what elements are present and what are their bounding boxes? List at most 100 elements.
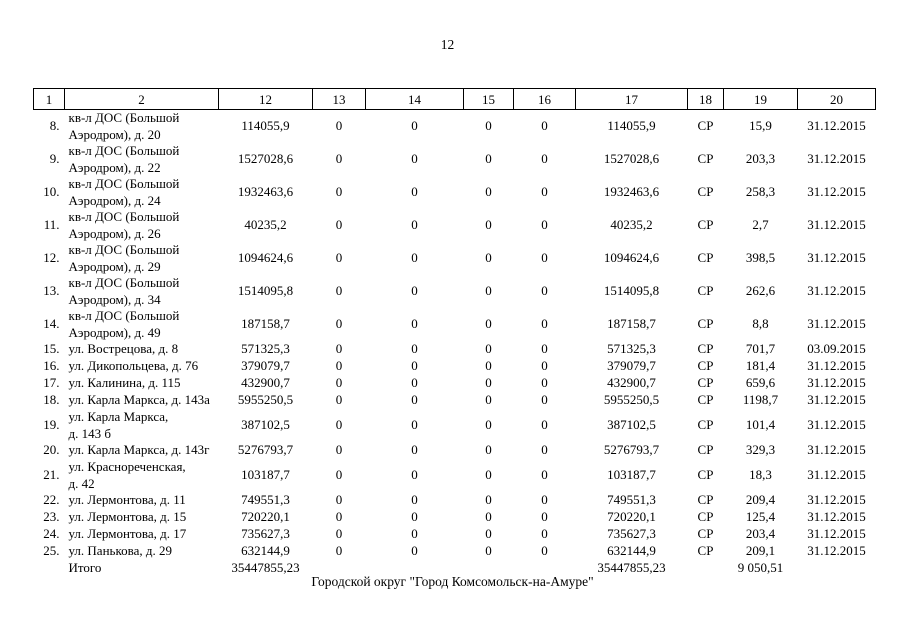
- column-header: 14: [365, 88, 464, 110]
- value-cell: 0: [411, 283, 418, 299]
- value-cell: СР: [697, 151, 714, 167]
- value-cell: 203,3: [745, 151, 776, 167]
- value-cell: 735627,3: [241, 526, 290, 542]
- value-cell: 0: [411, 184, 418, 200]
- data-table: 1 2 12 13 14 15 16 17 18 19 20 8. кв-л ДОС (Большой…: [33, 88, 876, 577]
- row-number: 8.: [49, 118, 60, 134]
- value-cell: 31.12.2015: [807, 543, 866, 559]
- value-cell: 31.12.2015: [807, 283, 866, 299]
- value-cell: СР: [697, 543, 714, 559]
- address-cell: ул. Вострецова, д. 8: [68, 341, 179, 357]
- value-cell: 0: [541, 492, 548, 508]
- value-cell: 0: [541, 250, 548, 266]
- value-cell: 0: [485, 442, 492, 458]
- value-cell: 571325,3: [607, 341, 656, 357]
- table-row: 23. ул. Лермонтова, д. 15 720220,1 0 0 0 0 7202…: [34, 509, 876, 526]
- address-cell: ул. Лермонтова, д. 11: [68, 492, 186, 508]
- value-cell: 5955250,5: [237, 392, 294, 408]
- value-cell: 1527028,6: [237, 151, 294, 167]
- value-cell: 262,6: [745, 283, 776, 299]
- row-number: 24.: [43, 526, 60, 542]
- page-number: 12: [440, 37, 455, 52]
- value-cell: 398,5: [745, 250, 776, 266]
- address-cell: кв-л ДОС (Большой Аэродром), д. 20: [68, 110, 180, 142]
- value-cell: 1527028,6: [603, 151, 660, 167]
- value-cell: 1932463,6: [603, 184, 660, 200]
- value-cell: 659,6: [745, 375, 776, 391]
- value-cell: 0: [411, 341, 418, 357]
- value-cell: 0: [411, 543, 418, 559]
- value-cell: 0: [335, 417, 343, 433]
- value-cell: 749551,3: [607, 492, 656, 508]
- value-cell: 0: [335, 118, 343, 134]
- table-header: 1 2 12 13 14 15 16 17 18 19 20: [33, 88, 876, 110]
- value-cell: СР: [697, 417, 714, 433]
- table-row: 25. ул. Панькова, д. 29 632144,9 0 0 0 0 632144…: [34, 543, 876, 560]
- total-row: Итого 35447855,23 35447855,23 9 050,51: [34, 560, 876, 577]
- value-cell: 31.12.2015: [807, 118, 866, 134]
- value-cell: 0: [541, 184, 548, 200]
- value-cell: 0: [541, 217, 548, 233]
- value-cell: 209,1: [745, 543, 776, 559]
- row-number: 13.: [43, 283, 60, 299]
- value-cell: 0: [335, 250, 343, 266]
- column-header: 18: [687, 88, 724, 110]
- row-number: 12.: [43, 250, 60, 266]
- value-cell: 31.12.2015: [807, 217, 866, 233]
- value-cell: 03.09.2015: [807, 341, 866, 357]
- value-cell: 387102,5: [607, 417, 656, 433]
- value-cell: 0: [485, 509, 492, 525]
- value-cell: 432900,7: [607, 375, 656, 391]
- value-cell: 0: [485, 467, 492, 483]
- value-cell: 0: [485, 358, 492, 374]
- value-cell: 5955250,5: [603, 392, 660, 408]
- value-cell: 114055,9: [607, 118, 656, 134]
- value-cell: 387102,5: [241, 417, 290, 433]
- value-cell: 632144,9: [241, 543, 290, 559]
- value-cell: 0: [485, 492, 492, 508]
- value-cell: СР: [697, 467, 714, 483]
- address-cell: ул. Карла Маркса, д. 143 б: [68, 409, 169, 441]
- value-cell: СР: [697, 392, 714, 408]
- value-cell: СР: [697, 250, 714, 266]
- value-cell: СР: [697, 526, 714, 542]
- value-cell: СР: [697, 341, 714, 357]
- value-cell: 379079,7: [607, 358, 656, 374]
- value-cell: 15,9: [749, 118, 772, 134]
- value-cell: 0: [485, 151, 492, 167]
- value-cell: 31.12.2015: [807, 526, 866, 542]
- value-cell: 379079,7: [241, 358, 290, 374]
- column-header: 15: [463, 88, 514, 110]
- value-cell: 0: [485, 375, 492, 391]
- value-cell: 0: [411, 442, 418, 458]
- total-value-cell: 35447855,23: [231, 560, 300, 576]
- value-cell: СР: [697, 442, 714, 458]
- table-row: 14. кв-л ДОС (Большой Аэродром), д. 49 187…: [34, 308, 876, 341]
- address-cell: ул. Дикопольцева, д. 76: [68, 358, 199, 374]
- column-header: 12: [218, 88, 313, 110]
- value-cell: 31.12.2015: [807, 184, 866, 200]
- value-cell: 31.12.2015: [807, 392, 866, 408]
- value-cell: СР: [697, 283, 714, 299]
- value-cell: 0: [335, 358, 343, 374]
- value-cell: 1094624,6: [603, 250, 660, 266]
- value-cell: 0: [335, 283, 343, 299]
- value-cell: 329,3: [745, 442, 776, 458]
- address-cell: ул. Карла Маркса, д. 143г: [68, 442, 210, 458]
- row-number: 16.: [43, 358, 60, 374]
- value-cell: 0: [485, 392, 492, 408]
- value-cell: 0: [485, 341, 492, 357]
- value-cell: 0: [541, 467, 548, 483]
- value-cell: 0: [411, 217, 418, 233]
- value-cell: 0: [411, 417, 418, 433]
- value-cell: 0: [541, 151, 548, 167]
- table-row: 11. кв-л ДОС (Большой Аэродром), д. 26 402…: [34, 209, 876, 242]
- value-cell: 181,4: [745, 358, 776, 374]
- address-cell: ул. Калинина, д. 115: [68, 375, 181, 391]
- value-cell: 632144,9: [607, 543, 656, 559]
- value-cell: 0: [541, 392, 548, 408]
- row-number: 10.: [43, 184, 60, 200]
- value-cell: 0: [541, 375, 548, 391]
- address-cell: ул. Лермонтова, д. 17: [68, 526, 187, 542]
